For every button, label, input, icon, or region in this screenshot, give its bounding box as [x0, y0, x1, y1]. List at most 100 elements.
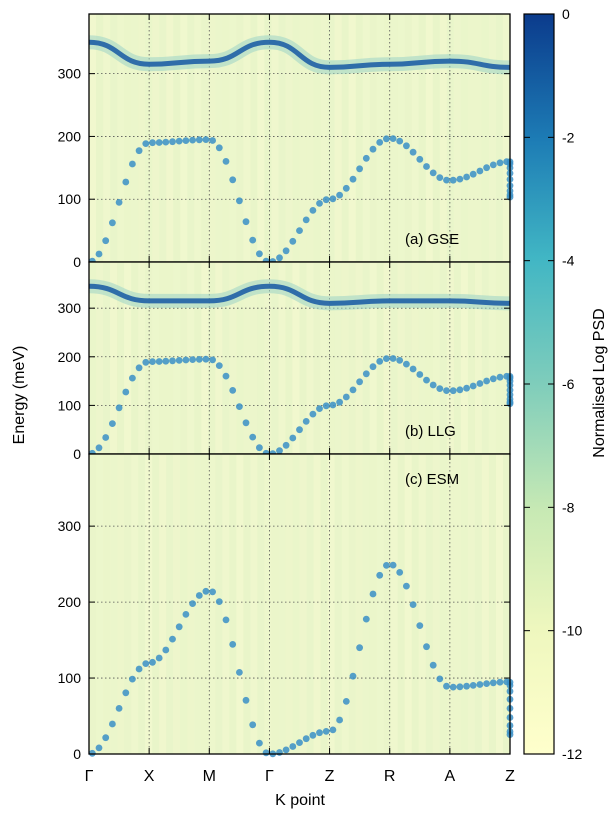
texture-strip [110, 14, 118, 262]
acoustic-branch-point [496, 159, 504, 167]
texture-strip [495, 262, 503, 454]
acoustic-branch-point [135, 364, 143, 372]
acoustic-branch-point [289, 434, 297, 442]
texture-strip [173, 262, 181, 454]
acoustic-branch-point [423, 643, 430, 651]
acoustic-branch-point [396, 357, 404, 364]
panel-2: 0 100 200 300 (b) LLG [58, 261, 517, 462]
texture-strip [313, 262, 321, 454]
acoustic-branch-point [302, 418, 310, 425]
acoustic-branch-point [249, 721, 257, 729]
y-tick-label: 300 [58, 66, 82, 82]
acoustic-branch-point [389, 355, 397, 362]
acoustic-branch-point [376, 358, 384, 365]
acoustic-branch-point [302, 735, 310, 743]
acoustic-branch-point [469, 682, 477, 689]
acoustic-branch-point [249, 236, 257, 244]
acoustic-branch-point [256, 250, 263, 258]
texture-strip [285, 454, 293, 754]
acoustic-branch-point [356, 644, 363, 652]
colorbar: 0 -2 -4 -6 -8 -10 -12 Normalised Log PSD [523, 6, 608, 762]
acoustic-branch-point [489, 161, 497, 169]
texture-strip [215, 14, 223, 262]
acoustic-branch-point [362, 615, 370, 623]
optical-branch [88, 39, 513, 70]
texture-strip [278, 262, 286, 454]
acoustic-branch-point [463, 173, 470, 181]
acoustic-branch-point [229, 387, 237, 394]
texture-strip [110, 262, 118, 454]
acoustic-branch-point [182, 611, 190, 618]
texture-strip [152, 262, 160, 454]
texture-strip [222, 14, 230, 262]
acoustic-branch-point [389, 135, 397, 143]
acoustic-branch-point [296, 227, 303, 235]
acoustic-branch-point [229, 641, 237, 648]
acoustic-branch-point [175, 623, 183, 631]
texture-strip [278, 14, 286, 262]
panel-label: (c) ESM [405, 471, 459, 488]
acoustic-branch-point [102, 434, 110, 441]
acoustic-branch-point [429, 169, 437, 177]
acoustic-branch-point [122, 178, 130, 186]
acoustic-branch-point [215, 598, 223, 605]
x-tick-label: X [144, 768, 155, 785]
acoustic-branch-point [322, 402, 330, 410]
colorbar-tick-label: -4 [562, 253, 575, 269]
x-tick-label: Γ [265, 768, 274, 785]
texture-strip [432, 454, 440, 754]
texture-strip [194, 454, 202, 754]
texture-strip [313, 454, 321, 754]
texture-strip [439, 14, 447, 262]
texture-strip [278, 454, 286, 754]
acoustic-branch-point [369, 145, 377, 153]
acoustic-branch-point [489, 375, 497, 383]
texture-strip [292, 454, 300, 754]
texture-strip [495, 14, 503, 262]
texture-strip [131, 454, 139, 754]
acoustic-branch-point [342, 698, 350, 705]
acoustic-branch-point [309, 410, 317, 418]
acoustic-branch-point [189, 356, 197, 363]
acoustic-branch-point [376, 139, 384, 146]
texture-strip [446, 14, 454, 262]
texture-strip [355, 14, 363, 262]
acoustic-branch-point [443, 682, 450, 690]
acoustic-branch-point [309, 207, 317, 214]
texture-strip [222, 262, 230, 454]
acoustic-branch-point [336, 191, 343, 199]
acoustic-branch-point [276, 254, 283, 262]
y-tick-label: 200 [58, 128, 82, 144]
acoustic-branch-point [282, 746, 290, 754]
acoustic-branch-point [95, 444, 103, 452]
acoustic-branch-point [329, 726, 337, 734]
texture-strip [257, 14, 265, 262]
acoustic-branch-point [456, 386, 464, 394]
texture-strip [145, 14, 153, 262]
texture-strip [292, 262, 300, 454]
acoustic-branch-point [88, 749, 96, 757]
acoustic-branch-point [182, 137, 190, 145]
acoustic-branch-point [316, 729, 323, 737]
colorbar-tick-label: -6 [562, 376, 575, 392]
texture-strip [257, 454, 265, 754]
acoustic-branch-point [155, 139, 163, 146]
acoustic-branch-point [209, 137, 217, 144]
texture-strip [250, 262, 258, 454]
acoustic-branch-point [149, 139, 156, 147]
texture-strip [243, 454, 251, 754]
texture-strip [159, 262, 167, 454]
texture-strip [341, 14, 349, 262]
texture-strip [425, 14, 433, 262]
acoustic-branch-point [129, 160, 136, 168]
acoustic-branch-point [416, 155, 424, 163]
acoustic-branch-point [349, 175, 357, 183]
acoustic-branch-point [456, 175, 464, 183]
texture-strip [425, 454, 433, 754]
y-tick-label: 100 [58, 670, 82, 686]
panels: 0 100 200 300 (a) GSE 0 100 200 300 (b) LLG 0 100 20… [58, 13, 517, 762]
texture-strip [334, 262, 342, 454]
acoustic-branch-point [429, 661, 437, 669]
texture-strip [488, 14, 496, 262]
texture-strip [404, 454, 412, 754]
